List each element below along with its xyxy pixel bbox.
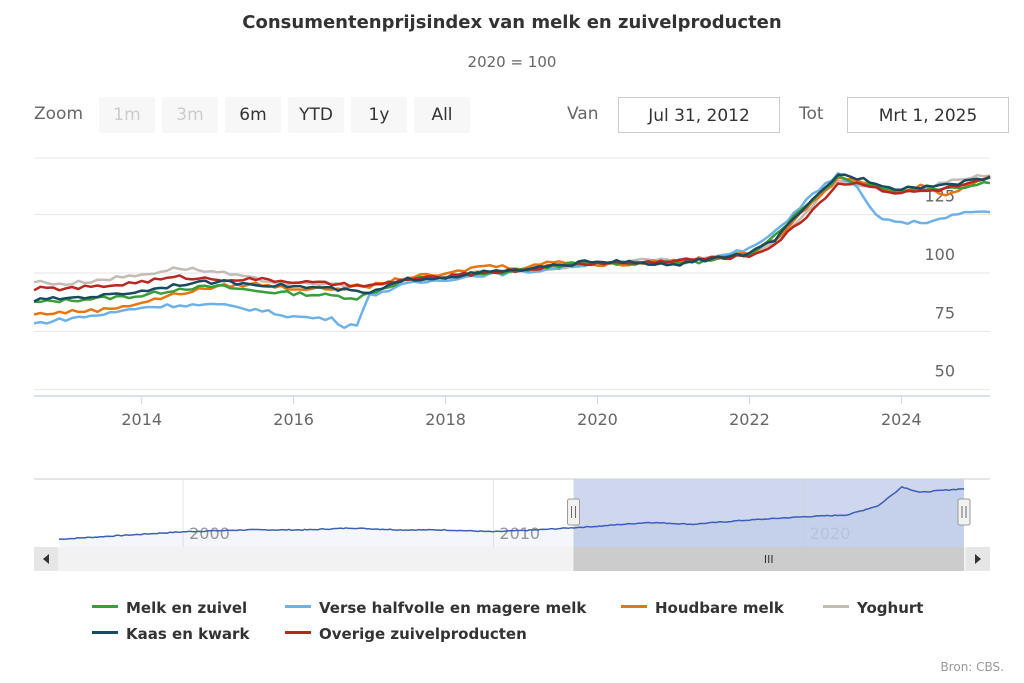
legend-swatch (285, 631, 311, 634)
to-date-input[interactable]: Mrt 1, 2025 (847, 97, 1009, 133)
series-line-verse[interactable] (33, 171, 991, 330)
handle-body[interactable] (957, 498, 971, 526)
handle-body[interactable] (567, 498, 581, 526)
x-tick-label: 2022 (729, 410, 770, 429)
scrollbar-thumb[interactable] (573, 547, 964, 571)
legend-label: Melk en zuivel (126, 599, 248, 617)
x-tick-label: 2016 (273, 410, 314, 429)
legend-item-verse-halfvolle-en-magere-melk[interactable]: Verse halfvolle en magere melk (285, 598, 586, 618)
navigator-tick-label: 2000 (189, 524, 230, 543)
legend-item-houdbare-melk[interactable]: Houdbare melk (621, 598, 784, 618)
legend-item-melk-en-zuivel[interactable]: Melk en zuivel (92, 598, 247, 618)
navigator-tick-label: 2010 (499, 524, 540, 543)
navigator-area (59, 486, 964, 547)
from-date-input[interactable]: Jul 31, 2012 (618, 97, 780, 133)
navigator[interactable]: 200020102020 (34, 478, 990, 547)
series-line-melk[interactable] (34, 174, 991, 304)
series-line-houdbare[interactable] (33, 174, 991, 316)
legend-label: Kaas en kwark (126, 625, 250, 643)
x-tick-label: 2014 (121, 410, 162, 429)
legend-item-yoghurt[interactable]: Yoghurt (823, 598, 923, 618)
legend-swatch (92, 631, 118, 634)
y-tick-label: 50 (935, 362, 955, 381)
from-date-label: Van (567, 104, 599, 124)
zoom-ytd-button[interactable]: YTD (288, 97, 344, 133)
to-date-label: Tot (799, 104, 824, 124)
zoom-1m-button[interactable]: 1m (99, 97, 155, 133)
scrollbar[interactable]: III (34, 547, 990, 571)
zoom-6m-button[interactable]: 6m (225, 97, 281, 133)
legend-label: Verse halfvolle en magere melk (319, 599, 587, 617)
legend-swatch (621, 605, 647, 608)
navigator-left-handle[interactable] (567, 498, 581, 526)
arrow-right-icon (975, 554, 981, 564)
plot-series (33, 171, 991, 330)
navigator-right-handle[interactable] (957, 498, 971, 526)
zoom-all-button[interactable]: All (414, 97, 470, 133)
zoom-label: Zoom (34, 104, 84, 124)
arrow-left-icon (43, 554, 49, 564)
legend-label: Yoghurt (857, 599, 924, 617)
x-tick-label: 2020 (577, 410, 618, 429)
legend-label: Houdbare melk (655, 599, 784, 617)
navigator-series-line (58, 485, 965, 541)
scrollbar-grip: III (764, 553, 774, 566)
series-line-kaas[interactable] (33, 173, 991, 303)
zoom-1y-button[interactable]: 1y (351, 97, 407, 133)
x-tick-label: 2024 (881, 410, 922, 429)
chart-subtitle: 2020 = 100 (467, 53, 557, 71)
legend-item-kaas-en-kwark[interactable]: Kaas en kwark (92, 624, 249, 644)
chart-title: Consumentenprijsindex van melk en zuivel… (242, 12, 782, 33)
legend-swatch (92, 605, 118, 608)
legend-swatch (823, 605, 849, 608)
legend-label: Overige zuivelproducten (319, 625, 527, 643)
plot-grid (34, 157, 990, 391)
credits-text[interactable]: Bron: CBS. (940, 660, 1004, 674)
zoom-3m-button[interactable]: 3m (162, 97, 218, 133)
y-tick-label: 75 (935, 303, 955, 322)
legend-swatch (285, 605, 311, 608)
legend-item-overige-zuivelproducten[interactable]: Overige zuivelproducten (285, 624, 527, 644)
y-tick-label: 100 (924, 245, 955, 264)
x-tick-label: 2018 (425, 410, 466, 429)
x-axis: 2014 2016 2018 2020 2022 2024 (34, 395, 990, 429)
